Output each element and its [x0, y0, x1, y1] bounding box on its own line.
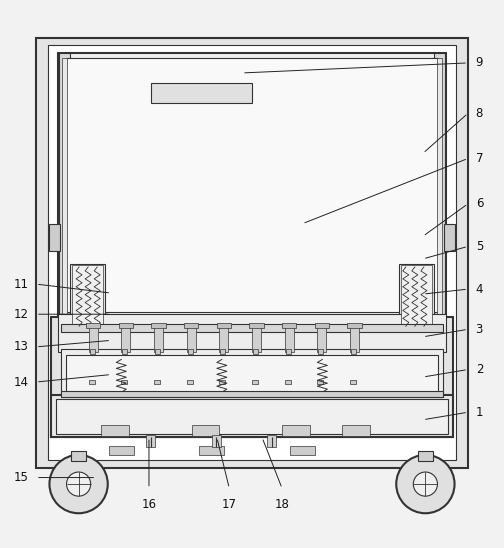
Bar	[252, 380, 258, 384]
Text: 9: 9	[476, 56, 483, 70]
Bar	[399, 264, 434, 329]
Bar	[217, 323, 231, 328]
Bar	[282, 323, 296, 328]
Bar	[347, 323, 361, 328]
Text: 7: 7	[476, 152, 483, 165]
Bar	[418, 451, 433, 461]
Bar	[119, 323, 133, 328]
Bar	[152, 323, 165, 328]
Bar	[61, 350, 443, 397]
Text: 15: 15	[14, 471, 28, 484]
Bar	[71, 451, 86, 461]
Bar	[315, 323, 329, 328]
Circle shape	[396, 455, 455, 513]
Circle shape	[67, 472, 91, 496]
Text: 4: 4	[476, 283, 483, 295]
Bar	[318, 324, 327, 352]
Bar	[58, 314, 446, 352]
Bar	[154, 324, 163, 352]
Bar	[90, 350, 95, 355]
Bar	[152, 83, 252, 103]
Bar	[282, 425, 310, 436]
Bar	[36, 38, 468, 467]
Circle shape	[49, 455, 108, 513]
Bar	[401, 265, 432, 328]
Bar	[219, 380, 225, 384]
Bar	[437, 58, 442, 314]
Bar	[186, 380, 193, 384]
Bar	[101, 425, 129, 436]
Text: 16: 16	[142, 498, 156, 511]
Bar	[147, 435, 156, 447]
Bar	[49, 224, 60, 252]
Bar	[253, 350, 258, 355]
Bar	[89, 324, 98, 352]
Text: 5: 5	[476, 240, 483, 253]
Bar	[62, 58, 67, 314]
Bar	[249, 323, 264, 328]
Bar	[252, 324, 261, 352]
Bar	[434, 53, 445, 317]
Bar	[66, 356, 438, 393]
Bar	[318, 380, 324, 384]
Bar	[51, 395, 453, 437]
Bar	[121, 380, 128, 384]
Text: 17: 17	[222, 498, 237, 511]
Bar	[319, 350, 324, 355]
Bar	[212, 435, 221, 447]
Text: 8: 8	[476, 107, 483, 119]
Text: 1: 1	[476, 406, 483, 419]
Bar	[267, 435, 276, 447]
Bar	[444, 224, 455, 252]
Bar	[89, 380, 95, 384]
Bar	[122, 350, 128, 355]
Bar	[186, 324, 196, 352]
Bar	[66, 58, 438, 312]
Bar	[61, 324, 443, 332]
Bar	[121, 324, 131, 352]
Bar	[351, 350, 356, 355]
Bar	[184, 323, 198, 328]
Bar	[187, 350, 193, 355]
Text: 3: 3	[476, 323, 483, 336]
Text: 14: 14	[13, 375, 28, 389]
Bar	[109, 446, 134, 455]
Bar	[286, 350, 291, 355]
Bar	[343, 425, 370, 436]
Bar	[48, 45, 456, 460]
Bar	[350, 324, 359, 352]
Bar	[192, 425, 219, 436]
Text: 12: 12	[13, 308, 28, 321]
Text: 13: 13	[14, 340, 28, 353]
Bar	[86, 323, 100, 328]
Bar	[59, 53, 70, 317]
Bar	[285, 380, 291, 384]
Bar	[56, 398, 448, 434]
Bar	[290, 446, 315, 455]
Text: 18: 18	[275, 498, 290, 511]
Bar	[220, 350, 225, 355]
Bar	[58, 53, 446, 317]
Bar	[70, 264, 105, 329]
Text: 2: 2	[476, 363, 483, 376]
Bar	[61, 391, 443, 397]
Text: 6: 6	[476, 197, 483, 210]
Bar	[154, 380, 160, 384]
Bar	[72, 265, 103, 328]
Circle shape	[413, 472, 437, 496]
Bar	[350, 380, 356, 384]
Bar	[285, 324, 294, 352]
Bar	[155, 350, 160, 355]
Bar	[219, 324, 228, 352]
Text: 11: 11	[13, 277, 28, 290]
Bar	[199, 446, 224, 455]
Bar	[51, 317, 453, 437]
